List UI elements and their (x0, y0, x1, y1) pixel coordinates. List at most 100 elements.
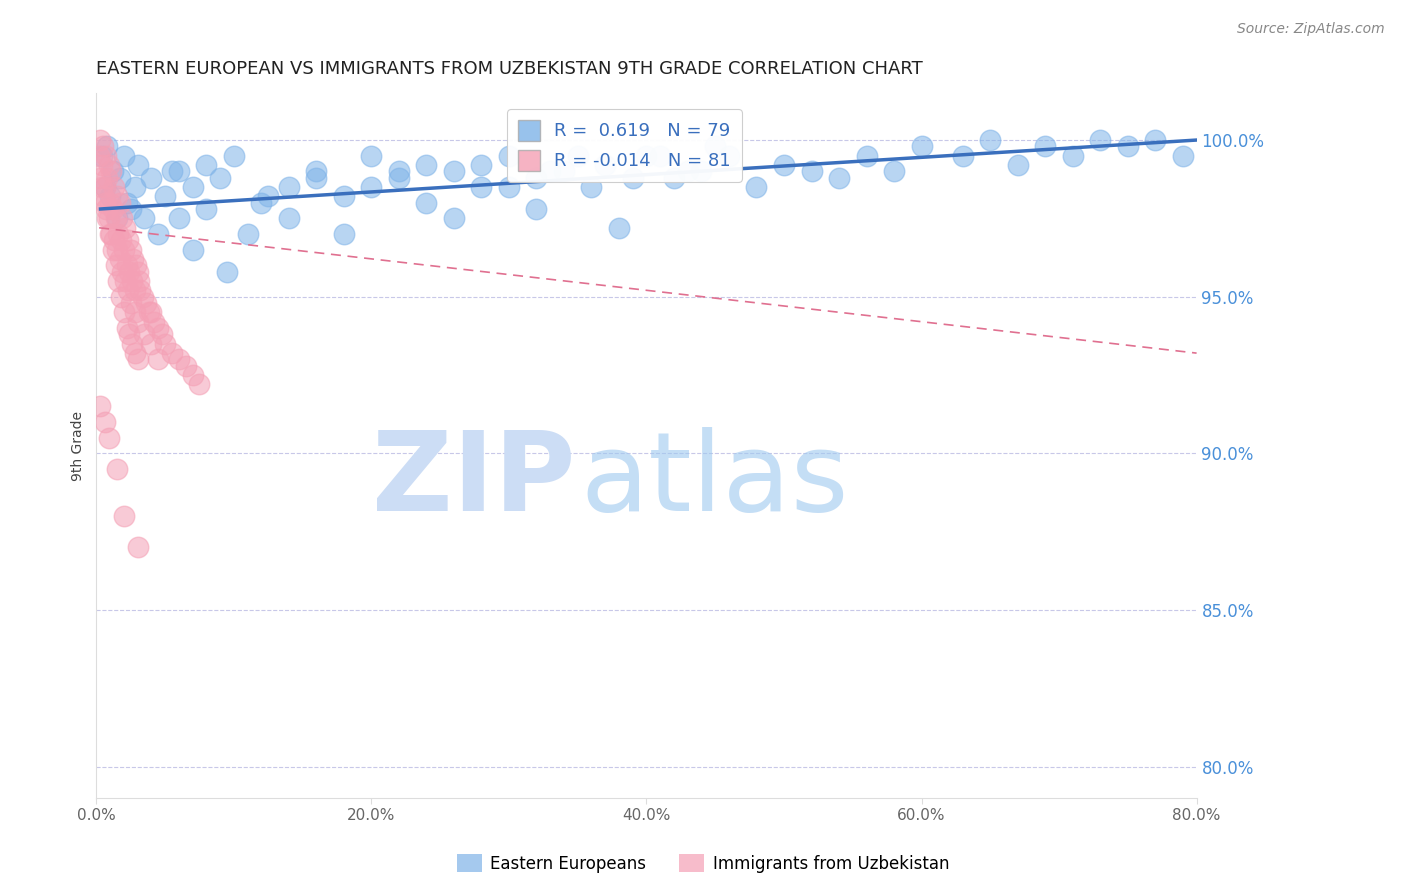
Legend: Eastern Europeans, Immigrants from Uzbekistan: Eastern Europeans, Immigrants from Uzbek… (450, 847, 956, 880)
Point (96, 139, 118, 153)
Point (553, 164, 575, 178)
Point (141, 336, 163, 351)
Point (1171, 149, 1194, 163)
Point (800, 164, 823, 178)
Point (128, 274, 150, 288)
Point (101, 243, 124, 257)
Point (120, 202, 142, 216)
Point (104, 211, 127, 226)
Point (979, 133, 1001, 147)
Point (97, 211, 120, 226)
Point (209, 170, 232, 185)
Point (118, 327, 141, 342)
Point (87, 149, 110, 163)
Point (153, 189, 176, 203)
Point (98, 227, 121, 241)
Point (662, 170, 685, 185)
Point (690, 164, 713, 178)
Point (101, 202, 124, 216)
Point (167, 164, 190, 178)
Point (127, 541, 149, 555)
Point (181, 180, 204, 194)
Point (98, 189, 121, 203)
Point (257, 189, 280, 203)
Point (108, 170, 131, 185)
Point (415, 195, 437, 210)
Point (526, 170, 548, 185)
Point (124, 346, 146, 360)
Point (108, 195, 131, 210)
Point (1116, 139, 1139, 153)
Point (96, 170, 118, 185)
Point (538, 164, 561, 178)
Point (883, 164, 905, 178)
Point (120, 296, 142, 310)
Point (828, 170, 851, 185)
Point (498, 149, 520, 163)
Point (607, 220, 630, 235)
Point (141, 170, 163, 185)
Point (124, 284, 146, 298)
Point (498, 180, 520, 194)
Point (124, 180, 146, 194)
Point (120, 243, 142, 257)
Point (236, 227, 259, 241)
Point (105, 243, 128, 257)
Point (250, 195, 273, 210)
Point (443, 164, 465, 178)
Point (105, 211, 128, 226)
Point (100, 164, 122, 178)
Point (112, 305, 135, 319)
Point (105, 462, 128, 476)
Y-axis label: 9th Grade: 9th Grade (72, 410, 86, 481)
Point (107, 274, 129, 288)
Text: Source: ZipAtlas.com: Source: ZipAtlas.com (1237, 22, 1385, 37)
Point (135, 296, 157, 310)
Point (112, 509, 135, 524)
Point (443, 211, 465, 226)
Point (717, 149, 740, 163)
Point (124, 305, 146, 319)
Text: ZIP: ZIP (371, 427, 575, 534)
Point (115, 259, 138, 273)
Point (93, 180, 115, 194)
Point (89, 133, 111, 147)
Point (91, 139, 114, 153)
Point (952, 149, 974, 163)
Point (93, 180, 115, 194)
Point (360, 149, 382, 163)
Point (174, 359, 197, 373)
Point (167, 211, 190, 226)
Point (360, 180, 382, 194)
Point (97, 431, 120, 445)
Point (107, 227, 129, 241)
Text: atlas: atlas (581, 427, 849, 534)
Point (181, 368, 204, 382)
Point (90, 158, 112, 172)
Point (89, 170, 111, 185)
Point (415, 158, 437, 172)
Point (100, 227, 122, 241)
Point (470, 158, 492, 172)
Point (125, 259, 148, 273)
Point (470, 180, 492, 194)
Point (134, 211, 156, 226)
Point (108, 252, 131, 266)
Point (141, 305, 163, 319)
Point (773, 158, 796, 172)
Point (305, 164, 328, 178)
Point (97, 158, 120, 172)
Point (94, 202, 117, 216)
Point (90, 149, 112, 163)
Point (103, 180, 125, 194)
Point (388, 164, 411, 178)
Point (910, 139, 932, 153)
Point (104, 259, 127, 273)
Point (636, 149, 658, 163)
Point (388, 170, 411, 185)
Point (129, 284, 152, 298)
Point (153, 336, 176, 351)
Point (1090, 133, 1112, 147)
Point (1033, 139, 1056, 153)
Point (132, 290, 155, 304)
